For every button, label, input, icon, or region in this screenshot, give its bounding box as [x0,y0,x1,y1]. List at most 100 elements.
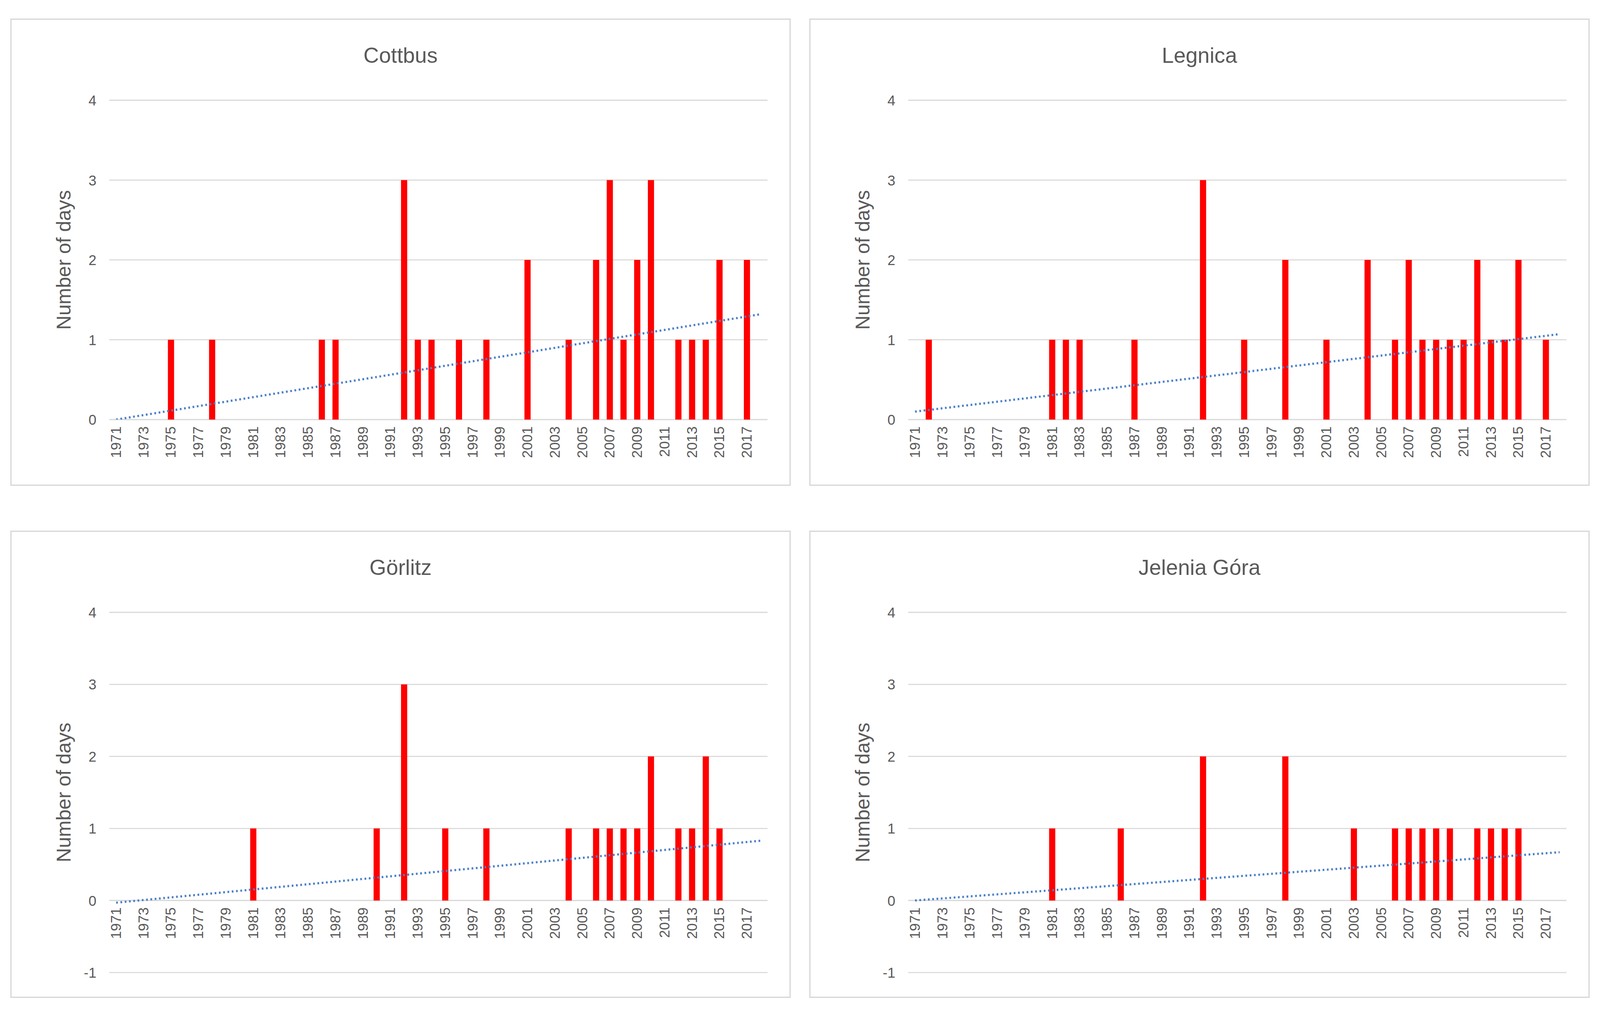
x-tick-label: 1995 [437,426,454,458]
bar [994,900,1001,901]
bar [1145,419,1152,420]
bar [1268,900,1275,901]
x-tick-label: 2003 [546,907,563,939]
range-end [109,99,768,102]
bar [318,339,325,420]
bar [1159,900,1166,901]
x-tick-label: 1991 [382,426,398,458]
bar [140,419,147,420]
y-tick-label: 4 [887,92,896,109]
x-tick-label: 2007 [1400,907,1417,939]
x-tick-label: 1981 [1044,907,1061,939]
bar [373,828,380,901]
x-tick-label: 2017 [1537,426,1554,458]
bar [661,419,668,420]
bar [1131,339,1138,420]
bar [1076,339,1083,420]
bar [1542,900,1549,901]
x-tick-label: 1989 [1153,907,1170,939]
bar [1213,900,1220,901]
grid-line [908,339,1567,341]
bar [538,419,545,420]
y-tick-label: 3 [88,676,97,693]
x-tick-label: 1977 [989,426,1006,458]
chart-panel: CottbusNumber of days0123419711973197519… [10,18,791,486]
grid-line [109,683,768,685]
plot-area [915,756,1560,901]
grid-line [109,99,768,102]
bar [620,339,627,420]
bar [222,900,229,901]
bar [263,900,270,901]
bar [332,900,339,901]
bar [1008,419,1015,420]
y-tick-label: 0 [88,892,97,909]
trend-line [915,334,1560,412]
range-end [908,99,1567,102]
x-tick-label: 2007 [601,907,618,939]
bar [483,339,490,420]
bar [469,419,476,420]
x-tick-label: 1997 [1263,426,1280,458]
bar [980,900,987,901]
x-tick-label: 1987 [1126,907,1143,939]
x-tick-label: 1991 [1180,907,1197,939]
bar [442,828,449,901]
bar [195,419,202,420]
x-tick-label: 1981 [245,426,262,458]
x-tick-label: 1995 [437,907,454,939]
bar [1433,339,1440,420]
panel-border [810,19,1590,486]
bar [496,900,503,901]
bar [1542,339,1549,420]
x-tick-label: 2005 [574,426,591,458]
x-tick-label: 2001 [519,426,536,458]
bar [222,419,229,420]
bar [1405,259,1412,420]
bar [510,900,517,901]
y-tick-label: -1 [882,964,896,981]
x-tick-label: 1973 [135,907,152,939]
bar [387,900,394,901]
bar [565,828,572,901]
bar [675,828,682,901]
bar [912,419,919,420]
grid-line [109,755,768,758]
x-tick-label: 1977 [190,907,207,939]
bar [1145,900,1152,901]
bar [167,900,174,901]
bar [277,900,284,901]
bar [1501,339,1508,420]
bar [689,828,696,901]
grid-line [908,179,1567,181]
x-tick-label: 1983 [1071,426,1088,458]
bar [1391,339,1398,420]
y-tick-label: 2 [887,252,896,269]
y-tick-label: 2 [88,748,97,765]
bar [236,419,243,420]
grid-line [908,899,1567,901]
x-tick-label: 1991 [1180,426,1197,458]
y-tick-label: 2 [88,252,97,269]
bar [1172,900,1179,901]
grid-line [908,259,1567,261]
bar [181,900,188,901]
bar [1309,900,1316,901]
bar [606,180,613,420]
bar [1515,828,1522,901]
bar [318,900,325,901]
bar [1488,339,1495,420]
bar [952,900,959,901]
x-tick-label: 2017 [738,907,755,939]
x-tick-label: 1987 [1126,426,1143,458]
range-end [109,611,768,614]
trend-line [915,851,1560,901]
x-tick-label: 1971 [906,426,923,458]
bar [730,419,737,420]
x-tick-label: 1975 [162,907,179,939]
x-tick-label: 1987 [327,426,344,458]
x-tick-label: 1971 [107,907,124,939]
bar [1254,900,1261,901]
bar [1076,900,1083,901]
bar [1159,419,1166,420]
